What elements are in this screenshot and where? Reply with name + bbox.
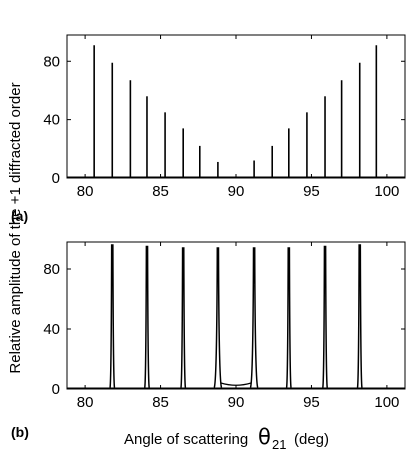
x-axis-label: Angle of scattering θ 21 (deg) — [124, 425, 329, 452]
x-axis-label-symbol: θ — [258, 425, 271, 449]
data-peak — [285, 247, 292, 388]
y-tick-label: 40 — [43, 112, 60, 129]
data-peak — [144, 245, 150, 388]
panel-a: 80 85 90 95 100 0 40 80 (a) — [11, 34, 406, 224]
x-tick-label: 100 — [374, 394, 399, 411]
y-tick-label: 80 — [43, 53, 60, 70]
x-tick-label: 85 — [152, 183, 169, 200]
data-peak — [322, 245, 328, 388]
panel-label: (a) — [11, 208, 28, 224]
x-tick-label: 85 — [152, 394, 169, 411]
plot-frame — [66, 241, 406, 390]
x-tick-label: 90 — [228, 183, 245, 200]
y-tick-label: 40 — [43, 321, 60, 338]
x-tick-label: 100 — [374, 183, 399, 200]
x-axis-label-text: Angle of scattering — [124, 431, 248, 448]
data-peak — [249, 247, 259, 388]
x-tick-label: 90 — [228, 394, 245, 411]
data-peak — [109, 244, 116, 388]
data-peak — [213, 247, 223, 388]
y-tick-label: 80 — [43, 261, 60, 278]
data-peak — [356, 244, 363, 388]
central-hump — [220, 382, 252, 386]
x-axis-label-unit: (deg) — [294, 431, 329, 448]
x-tick-label: 80 — [77, 183, 94, 200]
y-tick-label: 0 — [52, 170, 60, 187]
y-tick-label: 0 — [52, 381, 60, 398]
x-tick-label: 95 — [303, 183, 320, 200]
plot-frame — [66, 34, 406, 179]
x-axis-label-subscript: 21 — [272, 437, 286, 452]
x-tick-label: 95 — [303, 394, 320, 411]
panel-label: (b) — [11, 424, 29, 440]
data-peak — [180, 247, 187, 388]
x-tick-label: 80 — [77, 394, 94, 411]
y-axis-label: Relative amplitude of the +1 diffracted … — [7, 82, 24, 373]
panel-b: 80 85 90 95 100 0 40 80 (b) — [11, 241, 406, 440]
